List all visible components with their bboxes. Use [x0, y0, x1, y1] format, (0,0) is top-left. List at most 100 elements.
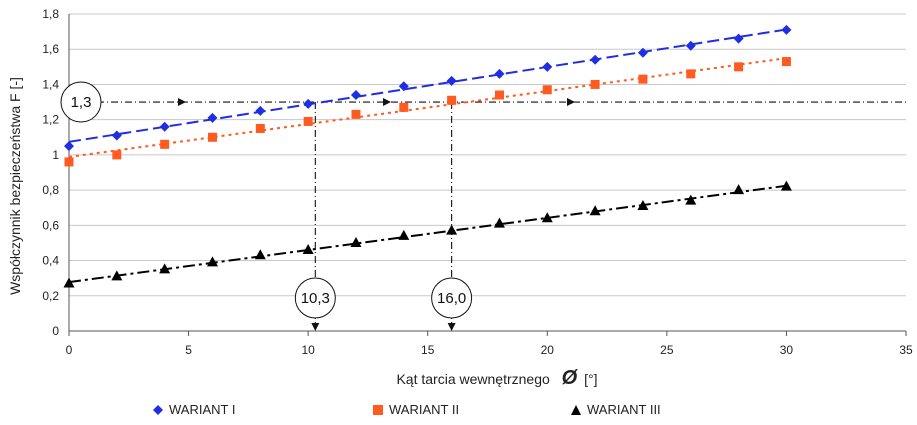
- reading-value-bubble: [431, 277, 473, 319]
- arrow-down-icon: [311, 323, 320, 331]
- data-point-square: [64, 157, 74, 167]
- grid-lines: [69, 13, 906, 332]
- data-point-diamond: [685, 40, 696, 51]
- series-2: [64, 57, 791, 167]
- x-tick-label: 35: [899, 343, 913, 357]
- data-point-triangle: [780, 180, 792, 191]
- data-point-square: [303, 116, 313, 126]
- data-point-triangle: [111, 270, 123, 281]
- y-tick-label: 1,4: [42, 77, 59, 91]
- legend-item-wariant-2: WARIANT II: [372, 402, 459, 417]
- data-point-triangle: [589, 205, 601, 216]
- data-point-diamond: [590, 54, 601, 65]
- data-point-diamond: [637, 47, 648, 58]
- data-point-triangle: [350, 236, 362, 247]
- data-point-diamond: [159, 121, 170, 132]
- legend-label: WARIANT II: [389, 402, 460, 417]
- y-tick-label: 1,8: [42, 7, 59, 21]
- legend-square-marker: [373, 404, 383, 415]
- x-tick-label: 0: [66, 343, 73, 357]
- y-axis-title: Współczynnik bezpieczeństwa F [-]: [7, 77, 23, 295]
- x-tick-label: 5: [185, 343, 192, 357]
- y-tick-label: 1: [52, 148, 59, 162]
- x-axis-title-text: Kąt tarcia wewnętrznego: [396, 371, 550, 387]
- axes: [68, 14, 907, 336]
- legend-triangle-marker: [571, 404, 581, 415]
- trend-line: [68, 28, 787, 143]
- y-tick-label: 0,6: [42, 218, 59, 232]
- y-tick-label: 1,6: [42, 42, 59, 56]
- data-point-triangle: [541, 212, 553, 223]
- x-tick-label: 25: [660, 343, 674, 357]
- data-point-square: [160, 139, 170, 149]
- tick-labels: 0 0,2 0,4 0,6 0,8 1 1,2 1,4 1,6 1,8 0 5 10 15 20 25 30 35: [42, 7, 913, 357]
- y-tick-label: 0,4: [42, 254, 59, 268]
- y-tick-label: 0: [52, 324, 59, 338]
- data-point-square: [255, 123, 265, 133]
- data-point-triangle: [302, 243, 314, 254]
- data-point-diamond: [255, 105, 266, 116]
- legend-label: WARIANT III: [587, 402, 661, 417]
- reading-value-label: 16,0: [437, 290, 466, 307]
- legend-item-wariant-1: WARIANT I: [152, 402, 235, 417]
- data-point-square: [781, 57, 791, 67]
- reading-value-label: 10,3: [301, 290, 330, 307]
- data-point-diamond: [494, 68, 505, 79]
- data-point-diamond: [207, 112, 218, 123]
- x-tick-label: 20: [541, 343, 555, 357]
- data-point-square: [734, 62, 744, 72]
- data-point-diamond: [111, 130, 122, 141]
- data-point-triangle: [206, 256, 218, 267]
- data-point-triangle: [685, 194, 697, 205]
- x-tick-label: 15: [421, 343, 435, 357]
- data-point-diamond: [303, 98, 314, 109]
- arrow-down-icon: [447, 323, 456, 331]
- data-point-diamond: [733, 33, 744, 44]
- arrow-right-icon: [383, 98, 391, 107]
- series-1: [64, 24, 792, 152]
- data-point-triangle: [159, 263, 171, 274]
- x-axis-title-symbol: Ø: [562, 367, 579, 389]
- data-point-triangle: [63, 277, 75, 288]
- data-point-triangle: [254, 249, 266, 260]
- data-point-square: [686, 69, 696, 79]
- arrow-right-icon: [567, 98, 575, 107]
- y-tick-label: 0,2: [42, 289, 59, 303]
- x-tick-label: 30: [780, 343, 794, 357]
- trend-line: [68, 184, 787, 284]
- data-point-square: [112, 150, 122, 160]
- reference-value-bubble: [60, 81, 102, 123]
- x-tick-label: 10: [301, 343, 315, 357]
- legend-label: WARIANT I: [169, 402, 236, 417]
- data-point-diamond: [446, 75, 457, 86]
- series-layer: [63, 24, 792, 288]
- data-point-square: [590, 79, 600, 89]
- data-point-triangle: [493, 217, 505, 228]
- data-point-triangle: [398, 229, 410, 240]
- data-point-square: [494, 90, 504, 100]
- data-point-triangle: [446, 224, 458, 235]
- data-point-square: [447, 95, 457, 105]
- x-axis-title: Kąt tarcia wewnętrznego Ø [°]: [396, 367, 597, 389]
- y-tick-label: 0,8: [42, 183, 59, 197]
- annotations: 1,3 10,3 16,0: [60, 81, 906, 331]
- data-point-diamond: [781, 24, 792, 35]
- data-point-square: [638, 74, 648, 84]
- arrow-right-icon: [178, 98, 186, 107]
- data-point-square: [351, 109, 361, 119]
- legend: WARIANT I WARIANT II WARIANT III: [0, 402, 917, 422]
- trend-line: [68, 57, 787, 158]
- legend-diamond-marker: [153, 404, 163, 415]
- legend-item-wariant-3: WARIANT III: [570, 402, 661, 417]
- data-point-diamond: [542, 61, 553, 72]
- data-point-diamond: [350, 90, 361, 101]
- data-point-square: [207, 132, 217, 142]
- y-tick-label: 1,2: [42, 113, 59, 127]
- x-axis-title-unit: [°]: [584, 371, 597, 387]
- data-point-triangle: [637, 199, 649, 210]
- data-point-diamond: [398, 81, 409, 92]
- chart: 1,3 10,3 16,0 0 0,2 0,4 0,6 0,8 1 1,2 1,4 1,6 1,8 0 5…: [7, 7, 913, 389]
- reading-value-bubble: [294, 277, 336, 319]
- data-point-triangle: [733, 184, 745, 195]
- series-3: [63, 180, 792, 288]
